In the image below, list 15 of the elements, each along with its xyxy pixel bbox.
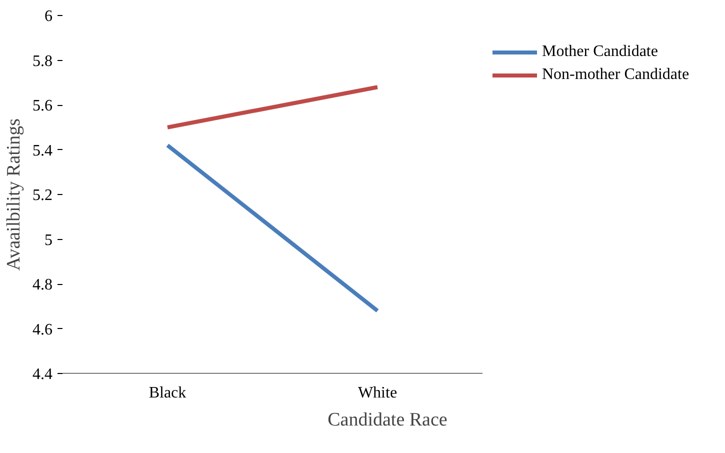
y-tick-label: 5.8 bbox=[32, 52, 52, 70]
y-axis-title: Avaailbility Ratings bbox=[4, 118, 24, 271]
legend-label: Mother Candidate bbox=[542, 43, 658, 61]
legend-label: Non-mother Candidate bbox=[542, 66, 690, 84]
y-tick-label: 4.8 bbox=[32, 276, 52, 294]
x-tick-label: White bbox=[358, 384, 398, 402]
y-tick-label: 5.2 bbox=[32, 187, 52, 204]
y-tick-label: 6 bbox=[44, 8, 52, 25]
x-tick-label: Black bbox=[148, 384, 186, 402]
y-tick-label: 4.6 bbox=[32, 321, 52, 338]
y-tick-label: 5.4 bbox=[32, 142, 52, 160]
y-tick-label: 5.6 bbox=[32, 98, 52, 114]
x-axis-title: Candidate Race bbox=[328, 410, 448, 430]
y-tick-label: 5 bbox=[44, 232, 52, 249]
y-tick-label: 4.4 bbox=[32, 366, 52, 383]
